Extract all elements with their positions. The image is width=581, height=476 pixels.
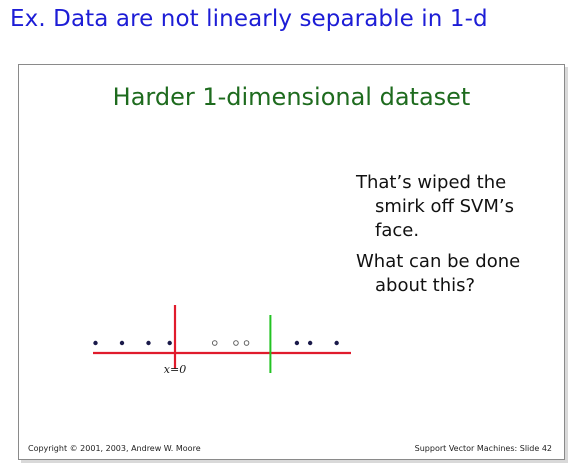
positive-point bbox=[233, 340, 239, 346]
paragraph-smirk: That’s wiped the smirk off SVM’s face. bbox=[356, 172, 514, 241]
copyright-footer: Copyright © 2001, 2003, Andrew W. Moore bbox=[28, 444, 201, 453]
number-line-plot: x=0 bbox=[93, 305, 351, 376]
slide-text-block: That’s wiped the smirk off SVM’s face. W… bbox=[356, 171, 556, 305]
axis-label-x0: x=0 bbox=[164, 363, 186, 376]
negative-point bbox=[167, 340, 172, 346]
positive-point bbox=[243, 340, 250, 346]
negative-point bbox=[146, 340, 151, 346]
slide-number-footer: Support Vector Machines: Slide 42 bbox=[414, 444, 552, 453]
negative-point bbox=[93, 340, 98, 346]
slide-heading: Ex. Data are not linearly separable in 1… bbox=[10, 6, 488, 32]
plot-lines bbox=[93, 305, 351, 373]
plot-points bbox=[93, 340, 339, 346]
negative-point bbox=[334, 340, 339, 346]
negative-point bbox=[307, 340, 313, 346]
paragraph-question: What can be done about this? bbox=[356, 251, 521, 296]
positive-point bbox=[211, 340, 218, 346]
negative-point bbox=[294, 340, 300, 346]
slide-title: Harder 1-dimensional dataset bbox=[112, 83, 471, 111]
slide-frame: Harder 1-dimensional dataset That’s wipe… bbox=[18, 64, 565, 460]
negative-point bbox=[119, 340, 125, 346]
